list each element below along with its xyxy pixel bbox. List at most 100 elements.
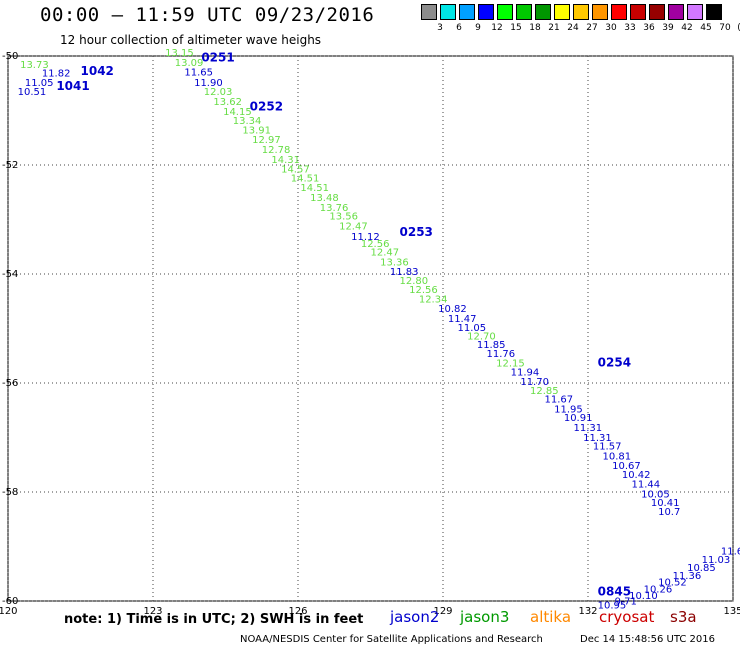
scale-swatch [535, 4, 551, 20]
wave-height-reading: 10.85 [687, 563, 716, 574]
wave-height-reading: 11.82 [42, 69, 71, 80]
wave-height-reading: 13.76 [320, 203, 349, 214]
wave-height-reading: 11.85 [477, 340, 506, 351]
wave-height-reading: 11.94 [511, 367, 540, 378]
scale-swatch [649, 4, 665, 20]
wave-height-reading: 10.52 [658, 578, 687, 589]
scale-label: 12 [491, 23, 503, 33]
wave-height-reading: 14.51 [300, 183, 329, 194]
wave-height-reading: 11.44 [632, 480, 661, 491]
lat-tick-label: -60 [2, 596, 18, 607]
wave-height-reading: 11.05 [458, 323, 487, 334]
pass-time-label: 0254 [598, 356, 631, 370]
wave-height-reading: 12.70 [467, 331, 496, 342]
wave-height-reading: 13.09 [175, 58, 204, 69]
scale-swatch [554, 4, 570, 20]
lon-tick-label: 120 [0, 606, 18, 617]
lon-tick-label: 126 [288, 606, 307, 617]
wave-height-reading: 13.36 [380, 257, 409, 268]
wave-height-reading: 11.95 [554, 404, 583, 415]
scale-label: 9 [475, 23, 481, 33]
wave-height-reading: 10.7 [658, 507, 680, 518]
wave-height-reading: 12.15 [496, 359, 525, 370]
wave-height-reading: 12.47 [339, 221, 368, 232]
wave-height-reading: 11.03 [702, 555, 731, 566]
scale-swatch [706, 4, 722, 20]
scale-swatch [421, 4, 437, 20]
scale-label: 70 [719, 23, 731, 33]
wave-height-reading: 10.42 [622, 470, 651, 481]
wave-height-reading: 11.12 [351, 232, 380, 243]
scale-label: 30 [605, 23, 617, 33]
lat-tick-label: -56 [2, 378, 18, 389]
wave-height-reading: 11.36 [673, 571, 702, 582]
pass-time-label: 0845 [598, 585, 631, 599]
wave-height-reading: 13.91 [242, 125, 271, 136]
wave-height-reading: 10.82 [438, 304, 467, 315]
wave-height-reading: 13.48 [310, 193, 339, 204]
scale-label: 6 [456, 23, 462, 33]
scale-swatch [630, 4, 646, 20]
scale-swatch [440, 4, 456, 20]
pass-time-label: 0252 [250, 100, 283, 114]
lon-tick-label: 135 [723, 606, 740, 617]
wave-height-reading: 13.73 [20, 60, 49, 71]
lat-tick-label: -50 [2, 51, 18, 62]
wave-height-reading: 11.31 [574, 423, 603, 434]
wave-height-reading: 12.34 [419, 294, 448, 305]
scale-label: 24 [567, 23, 579, 33]
wave-height-reading: 9.71 [615, 596, 637, 607]
wave-height-reading: 10.26 [644, 584, 673, 595]
wave-height-reading: 12.85 [530, 386, 559, 397]
wave-height-reading: 11.90 [194, 78, 223, 89]
pass-time-label: 0251 [201, 50, 234, 64]
scale-swatch [668, 4, 684, 20]
pass-time-label: 1042 [81, 64, 114, 78]
wave-height-reading: 11.83 [390, 267, 419, 278]
wave-height-reading: 13.34 [233, 116, 262, 127]
wave-height-reading: 13.62 [213, 97, 242, 108]
scale-swatch [573, 4, 589, 20]
legend-cryosat: cryosat [599, 608, 655, 626]
lon-tick-label: 132 [578, 606, 597, 617]
generated-timestamp: Dec 14 15:48:56 UTC 2016 [580, 634, 715, 645]
wave-height-reading: 12.78 [262, 145, 291, 156]
lat-tick-label: -54 [2, 269, 18, 280]
map-frame [7, 55, 734, 602]
wave-height-reading: 10.67 [612, 461, 641, 472]
scale-label: 45 [700, 23, 712, 33]
wave-height-reading: 10.51 [18, 87, 47, 98]
wave-height-reading: 11.70 [520, 377, 549, 388]
scale-label: 21 [548, 23, 560, 33]
legend-altika: altika [530, 608, 572, 626]
wave-height-reading: 11.6 [721, 547, 740, 558]
scale-swatch [478, 4, 494, 20]
legend-jason3: jason3 [460, 608, 510, 626]
scale-label: 36 [643, 23, 655, 33]
scale-swatch [687, 4, 703, 20]
wave-height-reading: 11.57 [593, 441, 622, 452]
scale-label: 18 [529, 23, 541, 33]
wave-height-reading: 11.05 [25, 78, 54, 89]
wave-height-reading: 14.15 [223, 107, 252, 118]
wave-height-reading: 12.80 [400, 276, 429, 287]
wave-height-reading: 12.47 [371, 247, 400, 258]
legend-jason2: jason2 [390, 608, 440, 626]
wave-height-reading: 10.95 [598, 601, 627, 612]
scale-label: (ft) [734, 23, 740, 33]
scale-swatch [459, 4, 475, 20]
lon-tick-label: 123 [143, 606, 162, 617]
wave-height-reading: 10.41 [651, 498, 680, 509]
wave-height-reading: 10.10 [629, 591, 658, 602]
map-subtitle: 12 hour collection of altimeter wave hei… [60, 33, 322, 47]
credit-line: NOAA/NESDIS Center for Satellite Applica… [240, 634, 543, 645]
wave-height-reading: 10.91 [564, 413, 593, 424]
scale-swatch [516, 4, 532, 20]
wave-height-reading: 12.03 [204, 87, 233, 98]
scale-swatch [592, 4, 608, 20]
scale-label: 33 [624, 23, 636, 33]
wave-height-reading: 12.56 [409, 285, 438, 296]
wave-height-reading: 13.56 [329, 212, 358, 223]
map-title: 00:00 – 11:59 UTC 09/23/2016 [40, 4, 375, 26]
wave-height-reading: 10.05 [641, 489, 670, 500]
